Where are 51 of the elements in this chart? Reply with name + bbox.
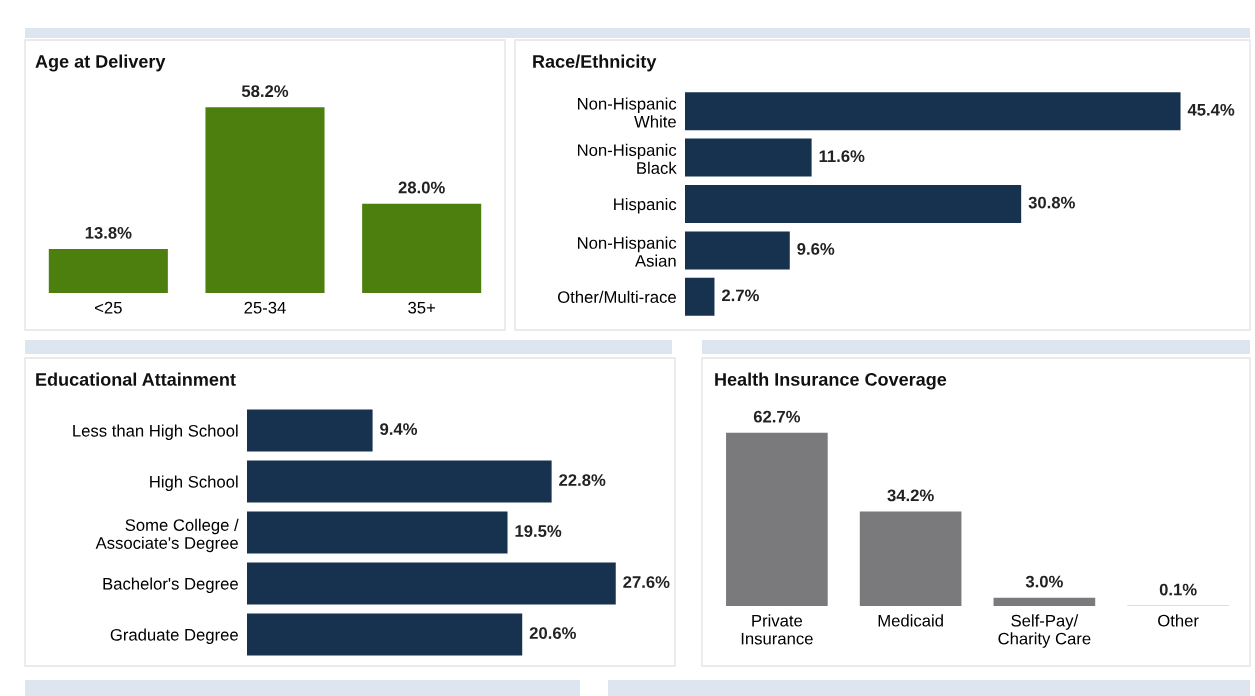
bar	[685, 92, 1181, 131]
data-label: 28.0%	[398, 181, 445, 194]
y-tick-label: Non-Hispanic White	[578, 97, 677, 128]
y-tick-label: High School	[150, 475, 238, 491]
data-label: 20.6%	[529, 627, 576, 639]
y-tick-label: Non-Hispanic Asian	[578, 236, 677, 267]
chart-title: Age at Delivery	[35, 54, 166, 72]
bar	[247, 460, 552, 503]
data-label: 62.7%	[753, 410, 801, 423]
data-label: 3.0%	[1025, 575, 1063, 588]
bar	[247, 562, 616, 605]
x-tick-label: Self-Pay/ Charity Care	[998, 614, 1091, 648]
y-tick-label: Less than High School	[73, 424, 238, 440]
bar	[726, 432, 828, 606]
bar	[247, 613, 523, 656]
data-label: 2.7%	[721, 289, 759, 302]
data-label: 58.2%	[241, 85, 289, 98]
bar	[685, 231, 790, 270]
bar	[685, 277, 715, 316]
chart-title: Race/Ethnicity	[533, 54, 657, 72]
x-tick-label: 35+	[408, 301, 435, 314]
bar	[859, 511, 962, 606]
data-label: 22.8%	[559, 474, 606, 486]
y-tick-label: Hispanic	[614, 197, 677, 214]
x-tick-label: Other	[1158, 614, 1199, 627]
chart-title: Health Insurance Coverage	[715, 372, 947, 390]
data-label: 45.4%	[1187, 103, 1235, 116]
y-tick-label: Some College / Associate's Degree	[95, 518, 239, 553]
data-label: 9.4%	[380, 423, 418, 435]
data-label: 30.8%	[1028, 196, 1075, 209]
bar	[993, 597, 1096, 606]
data-label: 27.6%	[623, 576, 670, 588]
y-tick-label: Graduate Degree	[110, 628, 238, 644]
y-tick-label: Bachelor's Degree	[103, 577, 238, 593]
y-tick-label: Other/Multi-race	[557, 290, 676, 303]
y-tick-label: Non-Hispanic Black	[578, 143, 677, 174]
x-tick-label: <25	[95, 301, 122, 314]
x-tick-label: Private Insurance	[741, 614, 813, 645]
x-tick-label: 25-34	[244, 301, 286, 314]
bar	[247, 409, 373, 452]
data-label: 11.6%	[819, 150, 865, 163]
data-label: 13.8%	[85, 226, 132, 239]
x-tick-label: Medicaid	[878, 614, 943, 627]
chart-title: Educational Attainment	[36, 372, 236, 386]
data-label: 9.6%	[797, 243, 835, 255]
bar	[685, 184, 1022, 224]
data-label: 0.1%	[1159, 583, 1197, 596]
bar	[247, 511, 508, 554]
bar	[685, 138, 812, 177]
data-label: 19.5%	[515, 525, 562, 537]
data-label: 34.2%	[887, 489, 934, 502]
